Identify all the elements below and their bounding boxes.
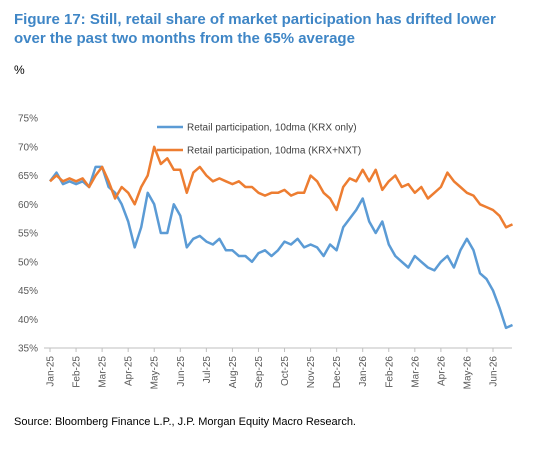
legend-label: Retail participation, 10dma (KRX only) — [187, 123, 357, 134]
y-tick-label: 70% — [18, 142, 38, 153]
y-tick-label: 35% — [18, 344, 38, 355]
y-tick-label: 55% — [18, 229, 38, 240]
x-tick-label: May-26 — [462, 356, 473, 390]
line-series — [48, 165, 514, 330]
x-tick-label: Jan-26 — [358, 356, 369, 387]
x-tick-label: Nov-25 — [306, 356, 317, 389]
x-tick-label: Jul-25 — [202, 356, 213, 384]
chart-title: Figure 17: Still, retail share of market… — [14, 11, 496, 47]
legend-label: Retail participation, 10dma (KRX+NXT) — [187, 146, 361, 157]
x-tick-label: Mar-26 — [410, 356, 421, 388]
y-tick-label: 75% — [18, 114, 38, 125]
x-tick-label: Aug-25 — [228, 356, 239, 389]
y-tick-label: 60% — [18, 200, 38, 211]
y-tick-label: 45% — [18, 286, 38, 297]
source: Source: Bloomberg Finance L.P., J.P. Mor… — [14, 416, 356, 428]
x-tick-label: May-25 — [150, 356, 161, 390]
x-tick-label: Apr-25 — [124, 356, 135, 386]
x-tick-label: Jan-25 — [46, 356, 57, 387]
x-tick-label: Apr-26 — [436, 356, 447, 386]
x-tick-label: Sep-25 — [254, 356, 265, 389]
x-tick-label: Oct-25 — [280, 356, 291, 386]
x-tick-label: Mar-25 — [98, 356, 109, 388]
x-tick-label: Feb-25 — [72, 356, 83, 388]
y-tick-label: 50% — [18, 257, 38, 268]
y-tick-label: 65% — [18, 171, 38, 182]
line-series — [49, 145, 514, 229]
y-tick-label: 40% — [18, 315, 38, 326]
x-tick-label: Feb-26 — [384, 356, 395, 388]
x-tick-label: Jun-26 — [489, 356, 500, 387]
y-axis-label: % — [14, 63, 25, 77]
x-tick-label: Jun-25 — [176, 356, 187, 387]
x-tick-label: Dec-25 — [332, 356, 343, 389]
